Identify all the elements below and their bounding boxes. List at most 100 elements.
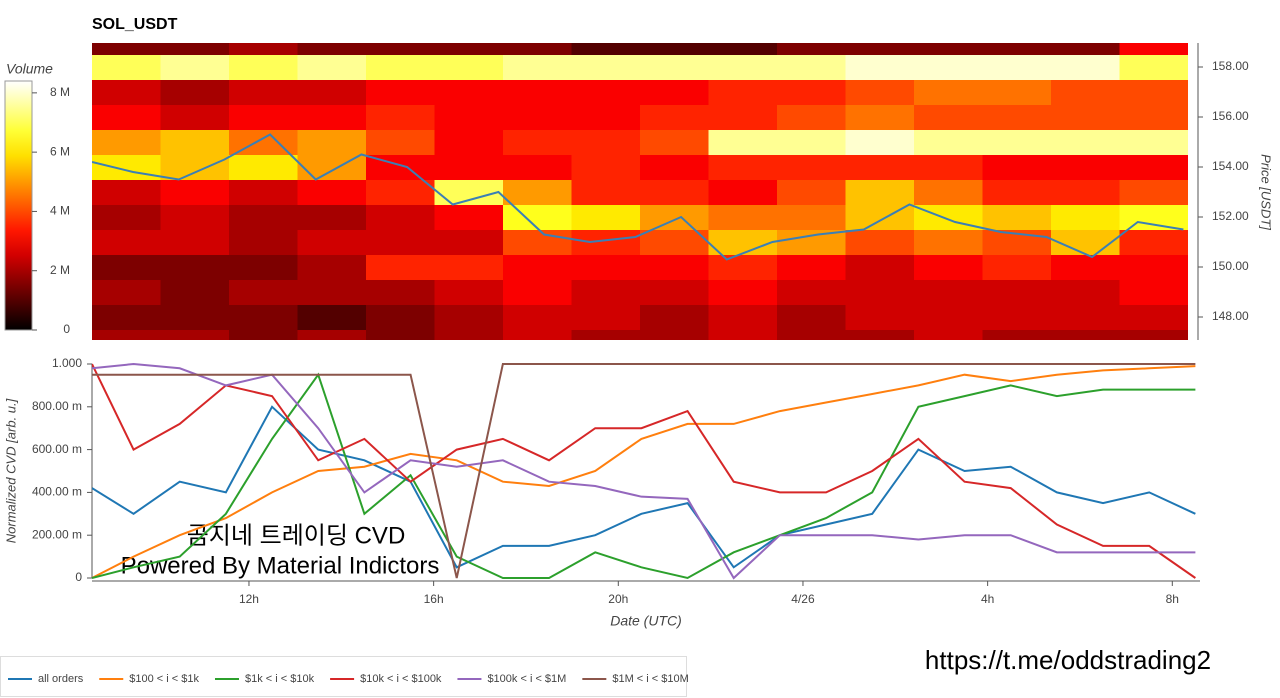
colorbar-tick-label: 4 M — [50, 204, 70, 218]
heat-cell — [914, 79, 983, 105]
heat-cell — [160, 279, 230, 305]
heat-cell — [160, 179, 230, 205]
heat-cell — [777, 79, 846, 105]
heat-cell — [845, 229, 915, 255]
heat-cell — [1119, 43, 1188, 55]
heat-cell — [229, 254, 298, 280]
heat-cell — [92, 79, 161, 105]
colorbar-tick-label: 6 M — [50, 144, 70, 158]
heat-cell — [845, 179, 915, 205]
heat-cell — [914, 254, 983, 280]
heat-cell — [640, 179, 709, 205]
heat-cell — [708, 43, 778, 55]
x-tick-label: 4h — [981, 592, 994, 606]
heat-cell — [1119, 54, 1188, 80]
heat-cell — [1119, 104, 1188, 130]
colorbar-tick-label: 2 M — [50, 263, 70, 277]
heat-cell — [845, 104, 915, 130]
heat-cell — [571, 229, 641, 255]
heat-cell — [982, 79, 1052, 105]
heat-cell — [982, 129, 1052, 155]
heat-cell — [1051, 43, 1120, 55]
heat-cell — [229, 154, 298, 180]
heat-cell — [160, 79, 230, 105]
heat-cell — [297, 329, 367, 340]
watermark: Powered By Material Indictors — [121, 552, 440, 579]
heat-cell — [229, 304, 298, 330]
x-tick-label: 12h — [239, 592, 259, 606]
heat-cell — [777, 204, 846, 230]
heat-cell — [1051, 329, 1120, 340]
heat-cell — [982, 54, 1052, 80]
heat-cell — [366, 229, 435, 255]
heat-cell — [434, 329, 504, 340]
heat-cell — [229, 204, 298, 230]
chart-title: SOL_USDT — [92, 16, 178, 33]
heat-cell — [640, 304, 709, 330]
heat-cell — [92, 279, 161, 305]
heat-cell — [1051, 304, 1120, 330]
heat-cell — [708, 329, 778, 340]
heat-cell — [640, 279, 709, 305]
heat-cell — [366, 129, 435, 155]
heat-cell — [92, 104, 161, 130]
heat-cell — [640, 329, 709, 340]
x-tick-label: 4/26 — [791, 592, 815, 606]
y-axis-label: Price [USDT] — [1259, 154, 1274, 230]
y-tick-label: 800.00 m — [32, 399, 82, 413]
heat-cell — [708, 179, 778, 205]
heat-cell — [708, 54, 778, 80]
heat-cell — [914, 154, 983, 180]
heat-cell — [845, 254, 915, 280]
heat-cell — [434, 129, 504, 155]
y-tick-label: 150.00 — [1212, 259, 1249, 273]
heat-cell — [777, 129, 846, 155]
heat-cell — [503, 329, 572, 340]
heat-cell — [845, 43, 915, 55]
heat-cell — [914, 129, 983, 155]
heat-cell — [708, 254, 778, 280]
heat-cell — [160, 104, 230, 130]
series-line — [92, 363, 1196, 579]
heat-cell — [503, 104, 572, 130]
heat-cell — [366, 43, 435, 55]
heat-cell — [1051, 179, 1120, 205]
heat-cell — [571, 79, 641, 105]
heat-cell — [640, 229, 709, 255]
heat-cell — [366, 54, 435, 80]
heat-cell — [982, 154, 1052, 180]
heat-cell — [640, 154, 709, 180]
heat-cell — [914, 329, 983, 340]
heat-cell — [160, 204, 230, 230]
heat-cell — [229, 279, 298, 305]
heat-cell — [503, 54, 572, 80]
heat-cell — [845, 304, 915, 330]
heat-cell — [1051, 129, 1120, 155]
heat-cell — [92, 254, 161, 280]
heat-cell — [914, 104, 983, 130]
heat-cell — [640, 104, 709, 130]
x-tick-label: 8h — [1166, 592, 1179, 606]
heat-cell — [708, 204, 778, 230]
heat-cell — [708, 79, 778, 105]
heat-cell — [297, 79, 367, 105]
heat-cell — [503, 254, 572, 280]
heat-cell — [914, 43, 983, 55]
heatmap — [92, 43, 1188, 340]
heat-cell — [571, 304, 641, 330]
heat-cell — [845, 279, 915, 305]
y-tick-label: 1.000 — [52, 356, 82, 370]
heat-cell — [777, 179, 846, 205]
heat-cell — [1051, 254, 1120, 280]
heat-cell — [366, 329, 435, 340]
heat-cell — [777, 304, 846, 330]
heat-cell — [297, 43, 367, 55]
heat-cell — [571, 104, 641, 130]
heat-cell — [982, 204, 1052, 230]
heat-cell — [297, 279, 367, 305]
heat-cell — [92, 43, 161, 55]
x-axis-label: Date (UTC) — [610, 613, 682, 629]
heat-cell — [229, 54, 298, 80]
heat-cell — [503, 204, 572, 230]
heat-cell — [434, 179, 504, 205]
